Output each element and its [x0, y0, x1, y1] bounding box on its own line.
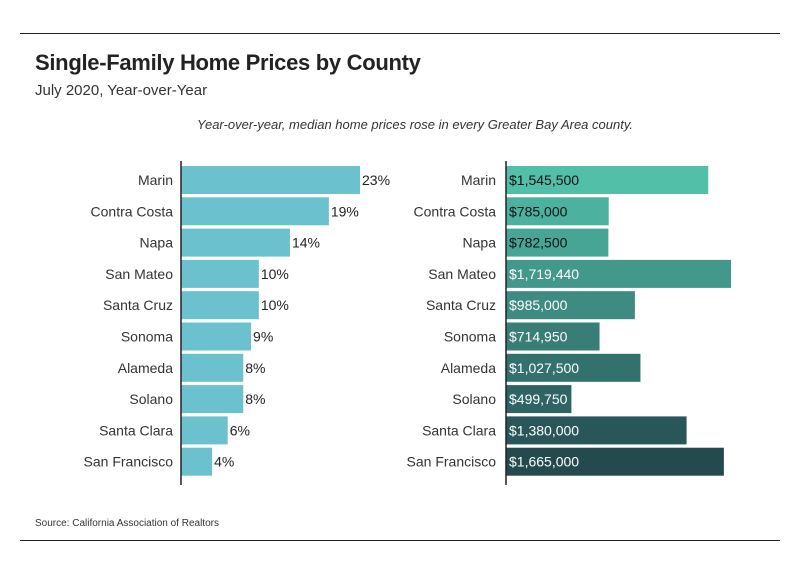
percent-change-chart: Marin 23% Contra Costa 19% Napa 14% San Mateo 1…	[84, 161, 390, 485]
source-note: Source: California Association of Realto…	[35, 518, 219, 529]
percent-category-label: San Mateo	[105, 266, 173, 282]
price-value-label: $985,000	[509, 297, 568, 313]
percent-bar	[181, 353, 244, 382]
price-value-label: $499,750	[509, 391, 568, 407]
price-category-label: Santa Cruz	[426, 297, 496, 313]
percent-value-label: 10%	[261, 266, 289, 282]
price-value-label: $1,545,500	[509, 172, 579, 188]
percent-category-label: San Francisco	[84, 454, 174, 470]
chart-annotation: Year-over-year, median home prices rose …	[197, 117, 633, 132]
percent-bar	[181, 447, 213, 476]
percent-bar	[181, 291, 259, 320]
price-value-label: $1,027,500	[509, 360, 579, 376]
percent-value-label: 23%	[362, 172, 390, 188]
price-category-label: Santa Clara	[422, 422, 496, 438]
percent-bar	[181, 166, 360, 194]
price-value-label: $714,950	[509, 329, 568, 345]
price-bar	[506, 197, 609, 226]
price-category-label: San Mateo	[428, 266, 496, 282]
percent-value-label: 4%	[214, 454, 234, 470]
price-category-label: Alameda	[441, 360, 496, 376]
percent-bar	[181, 228, 290, 257]
percent-bar	[181, 385, 244, 414]
percent-category-label: Sonoma	[121, 329, 173, 345]
price-bar	[506, 259, 731, 288]
percent-category-label: Napa	[140, 235, 174, 251]
price-category-label: Contra Costa	[414, 203, 497, 219]
percent-category-label: Alameda	[118, 360, 173, 376]
percent-bar	[181, 322, 252, 351]
price-value-label: $1,719,440	[509, 266, 579, 282]
chart-title: Single-Family Home Prices by County	[35, 50, 421, 75]
percent-category-label: Santa Clara	[99, 422, 173, 438]
price-category-label: Marin	[461, 172, 496, 188]
percent-value-label: 19%	[331, 203, 359, 219]
price-bar	[506, 228, 609, 257]
top-rule	[20, 33, 780, 34]
price-value-label: $785,000	[509, 203, 568, 219]
price-category-label: Sonoma	[444, 329, 496, 345]
price-category-label: Solano	[452, 391, 496, 407]
price-bar	[506, 416, 687, 445]
bottom-rule	[20, 540, 780, 541]
percent-value-label: 6%	[230, 422, 250, 438]
chart-subtitle: July 2020, Year-over-Year	[35, 82, 208, 99]
price-bar	[506, 385, 572, 414]
price-value-label: $782,500	[509, 235, 568, 251]
price-bar	[506, 166, 709, 194]
percent-category-label: Santa Cruz	[103, 297, 173, 313]
percent-category-label: Marin	[138, 172, 173, 188]
percent-value-label: 10%	[261, 297, 289, 313]
price-category-label: San Francisco	[407, 454, 497, 470]
percent-bar	[181, 259, 259, 288]
percent-value-label: 8%	[245, 360, 265, 376]
price-value-label: $1,665,000	[509, 454, 579, 470]
median-price-chart: Marin $1,545,500 Contra Costa $785,000 Napa $…	[407, 161, 731, 485]
price-value-label: $1,380,000	[509, 422, 579, 438]
percent-bar	[181, 197, 329, 226]
percent-value-label: 9%	[253, 329, 273, 345]
percent-value-label: 14%	[292, 235, 320, 251]
price-bar	[506, 322, 600, 351]
percent-category-label: Solano	[129, 391, 173, 407]
price-bar	[506, 291, 635, 320]
price-bar	[506, 353, 641, 382]
percent-bar	[181, 416, 228, 445]
percent-value-label: 8%	[245, 391, 265, 407]
price-category-label: Napa	[463, 235, 497, 251]
percent-category-label: Contra Costa	[91, 203, 174, 219]
price-bar	[506, 447, 724, 476]
